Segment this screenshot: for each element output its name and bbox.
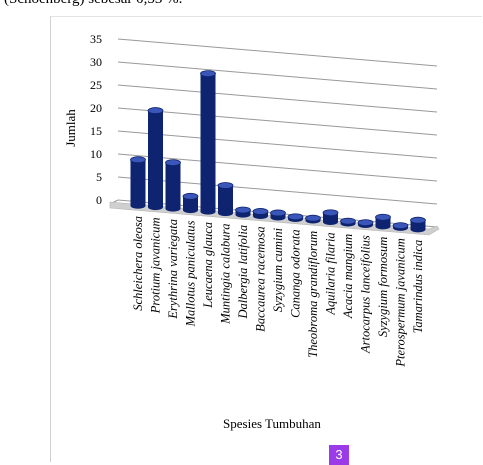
gridline (117, 38, 438, 67)
x-tick-labels: Schleichera oleosa Protium javanicum Eryth… (131, 216, 425, 368)
x-tick-label: Syzygium formosum (376, 237, 390, 337)
y-tick-labels: 0 5 10 15 20 25 30 35 (90, 32, 102, 207)
bar-top (375, 213, 391, 221)
bar (392, 222, 409, 231)
x-tick-label: Cananga odorata (289, 229, 303, 318)
bar-top (165, 159, 181, 167)
chart-frame (50, 16, 482, 462)
bar (147, 107, 164, 211)
bar (182, 192, 199, 214)
x-tick-label: Mallotus paniculatus (184, 220, 198, 327)
bar (287, 213, 304, 223)
y-tick-label: 35 (90, 32, 102, 46)
x-tick-label: Acacia mangium (341, 234, 355, 319)
preceding-text-line: (Schoenberg) sebesar 0,53 %. (4, 0, 182, 8)
x-tick-label: Dalbergia latifolia (236, 225, 250, 320)
bar-top (252, 208, 269, 215)
y-tick-label: 15 (90, 124, 102, 138)
gridline (117, 84, 438, 113)
bar-top (357, 219, 374, 227)
bar-body (130, 159, 146, 209)
bar (340, 217, 356, 227)
y-tick-label: 30 (90, 55, 102, 69)
bar-body (148, 110, 163, 211)
bar-top (305, 214, 321, 222)
x-tick-label: Leucaena glauca (201, 222, 215, 309)
bar (375, 213, 391, 230)
x-axis-label: Spesies Tumbuhan (223, 416, 321, 431)
bar (410, 216, 426, 233)
x-tick-label: Erythrina variegata (166, 219, 180, 320)
bar-body (200, 73, 216, 215)
x-tick-label: Muntingia calabura (219, 223, 233, 324)
x-tick-label: Baccaurea racemosa (254, 226, 268, 331)
gridline (117, 153, 438, 182)
bar-top (410, 216, 426, 224)
y-tick-label: 20 (90, 101, 102, 115)
bar-top (287, 213, 304, 221)
bar-top (270, 209, 286, 217)
x-tick-label: Protium javanicum (149, 218, 163, 315)
bar-top (235, 206, 251, 214)
bar (322, 209, 339, 225)
bar-top (322, 209, 339, 217)
x-tick-label: Aquilaria filaria (324, 232, 338, 315)
bar-top (130, 156, 146, 164)
gridline (117, 61, 438, 90)
page-number-badge: 3 (329, 445, 349, 465)
bar-top (340, 217, 356, 225)
x-tick-label: Pterospermum javanicum (394, 238, 408, 367)
y-tick-label: 10 (90, 147, 102, 161)
bar (252, 208, 269, 220)
bar (200, 70, 216, 215)
bar-top (392, 222, 409, 230)
y-axis-label: Jumlah (63, 109, 78, 147)
bar-body (183, 196, 198, 214)
bar-body (165, 162, 181, 212)
bar (165, 159, 181, 212)
x-tick-label: Syzygium cumini (271, 227, 285, 312)
bar-top (147, 107, 164, 114)
x-tick-label: Schleichera oleosa (131, 216, 145, 311)
bar (305, 214, 321, 224)
bar (357, 219, 374, 228)
x-tick-label: Theobroma grandiflorum (306, 231, 320, 358)
bar-top (200, 70, 216, 78)
y-tick-label: 25 (90, 78, 102, 92)
bar (217, 182, 234, 217)
gridline (117, 107, 438, 136)
x-tick-label: Artocarpus lanceifolius (359, 235, 373, 354)
bar (235, 206, 251, 218)
y-tick-label: 0 (96, 193, 102, 207)
bar-top (182, 192, 199, 200)
bar-top (217, 182, 234, 189)
bar (270, 209, 286, 221)
x-tick-label: Tamarindus indica (411, 240, 425, 334)
bar-body (218, 185, 233, 217)
bars (130, 70, 426, 233)
y-tick-label: 5 (96, 170, 102, 184)
bar (130, 156, 146, 209)
gridline (117, 130, 438, 159)
